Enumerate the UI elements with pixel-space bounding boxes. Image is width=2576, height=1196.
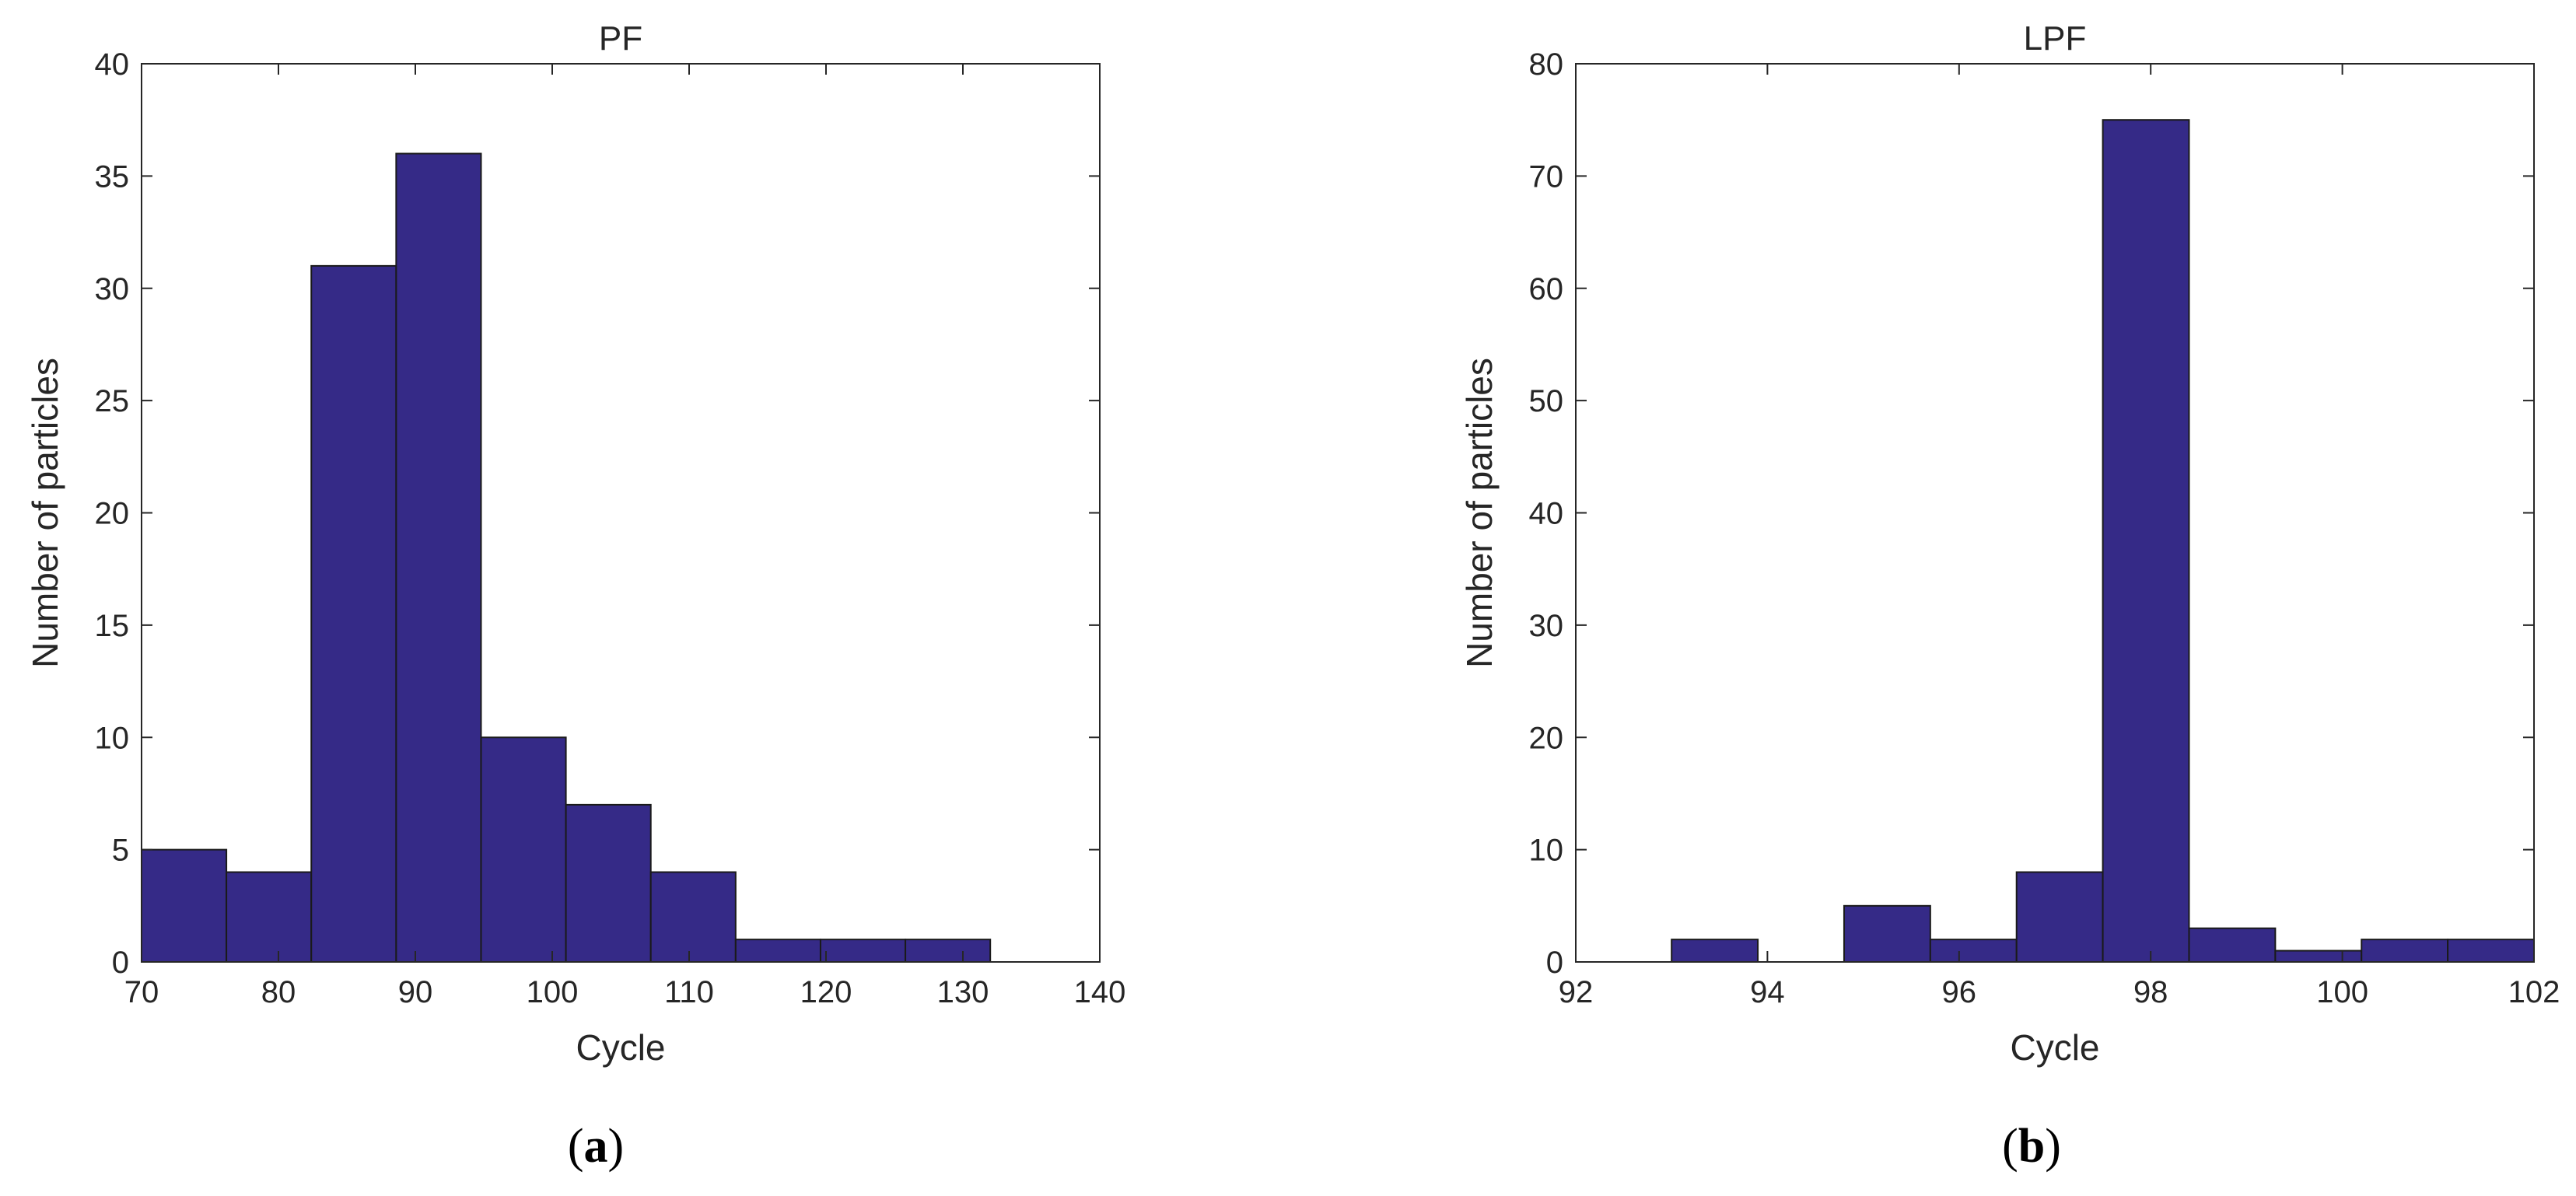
histogram-bar xyxy=(1671,939,1759,963)
y-tick-label: 25 xyxy=(95,384,130,418)
histogram-bar xyxy=(2102,119,2190,963)
y-tick-label: 10 xyxy=(95,721,130,755)
histogram-bar xyxy=(395,152,482,963)
x-tick-label: 102 xyxy=(2508,975,2560,1009)
y-tick-label: 80 xyxy=(1529,47,1564,82)
histogram-pf: 70 80 90 100 110 120 130 140 0 5 10 15 20 25 30 35 40 PF C… xyxy=(25,19,1125,1173)
histogram-bar xyxy=(565,803,652,963)
y-tick-label: 40 xyxy=(95,47,130,82)
y-tick-label: 50 xyxy=(1529,384,1564,418)
histogram-bar xyxy=(480,736,567,963)
subfigure-label: (b) xyxy=(2002,1120,2061,1173)
y-tick-label: 70 xyxy=(1529,159,1564,194)
histogram-bar xyxy=(310,264,397,963)
y-tick-label: 0 xyxy=(112,946,129,980)
histogram-lpf: 92 94 96 98 100 10201020304050607080LPFCycleN… xyxy=(1459,19,2560,1173)
subfigure-paren-open: ( xyxy=(568,1120,584,1173)
histogram-bar xyxy=(905,939,992,963)
subfigure-paren-close: ) xyxy=(608,1120,625,1173)
y-tick-label: 30 xyxy=(95,272,130,306)
plot-area xyxy=(1576,64,2534,962)
x-tick-label: 130 xyxy=(937,975,989,1009)
x-tick-label: 100 xyxy=(2316,975,2368,1009)
histogram-bar xyxy=(2188,927,2277,963)
y-tick-label: 5 xyxy=(112,834,129,868)
x-tick-label: 94 xyxy=(1750,975,1785,1009)
histogram-bar xyxy=(649,871,737,963)
x-axis-label: Cycle xyxy=(576,1027,665,1068)
subfigure-letter: a xyxy=(584,1120,608,1173)
subfigure-paren-open: ( xyxy=(2002,1120,2018,1173)
histogram-bar xyxy=(226,871,313,963)
histogram-bar xyxy=(2015,871,2104,963)
chart-title: PF xyxy=(599,19,642,58)
subfigure-paren-close: ) xyxy=(2045,1120,2061,1173)
x-tick-label: 110 xyxy=(664,975,714,1009)
y-tick-label: 20 xyxy=(1529,721,1564,755)
x-tick-label: 98 xyxy=(2133,975,2168,1009)
histogram-bar xyxy=(1843,904,1931,963)
y-tick-label: 15 xyxy=(95,609,130,643)
histogram-bar xyxy=(2274,949,2363,963)
x-tick-label: 92 xyxy=(1559,975,1594,1009)
y-tick-label: 10 xyxy=(1529,834,1564,868)
x-tick-label: 100 xyxy=(527,975,579,1009)
x-tick-label: 90 xyxy=(398,975,433,1009)
histogram-bar xyxy=(141,848,228,963)
x-tick-label: 120 xyxy=(800,975,852,1009)
y-tick-label: 60 xyxy=(1529,272,1564,306)
histogram-bar xyxy=(2447,939,2536,963)
subfigure-label: (a) xyxy=(568,1120,624,1173)
y-axis-label: Number of particles xyxy=(1459,358,1500,668)
y-tick-label: 20 xyxy=(95,497,130,531)
histogram-bar xyxy=(734,939,821,963)
y-tick-label: 0 xyxy=(1546,946,1563,980)
y-tick-label: 40 xyxy=(1529,497,1564,531)
subfigure-letter: b xyxy=(2018,1120,2045,1173)
chart-title: LPF xyxy=(2024,19,2087,58)
x-tick-label: 96 xyxy=(1942,975,1977,1009)
x-tick-label: 70 xyxy=(124,975,159,1009)
histogram-bar xyxy=(819,939,907,963)
x-axis-label: Cycle xyxy=(2010,1027,2099,1068)
histogram-bar xyxy=(2361,939,2449,963)
y-tick-label: 30 xyxy=(1529,609,1564,643)
x-tick-label: 80 xyxy=(261,975,296,1009)
x-tick-label: 140 xyxy=(1074,975,1126,1009)
histogram-bar xyxy=(1929,939,2018,963)
y-axis-label: Number of particles xyxy=(25,358,65,668)
y-tick-label: 35 xyxy=(95,159,130,194)
